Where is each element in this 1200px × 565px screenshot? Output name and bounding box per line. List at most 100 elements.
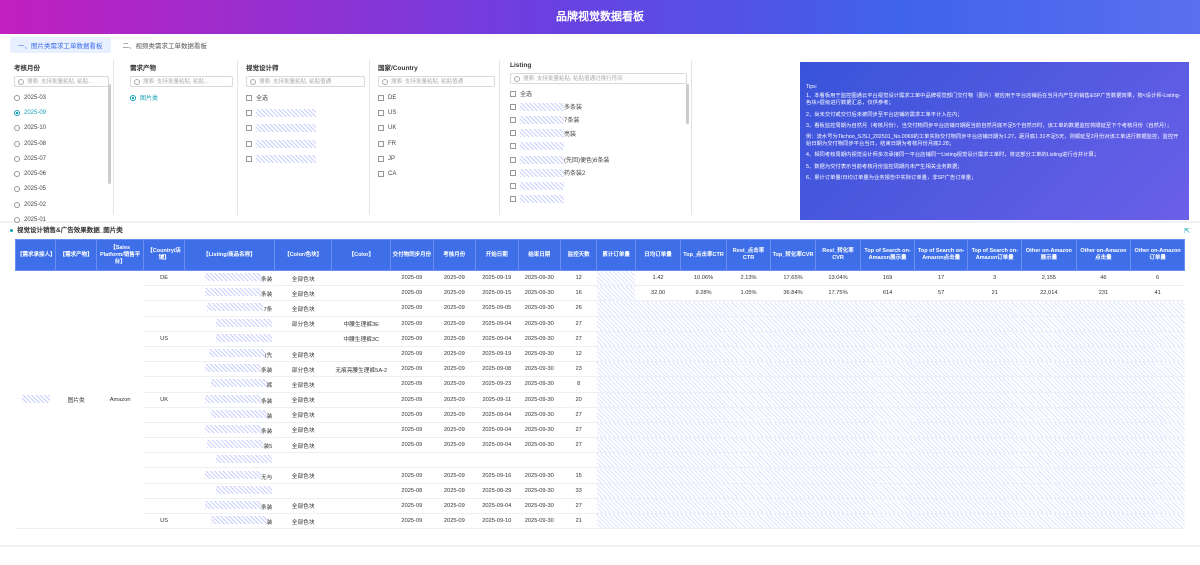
- table-row[interactable]: 条装 全部色块 2025-09 2025-09 2025-09-04 2025-09-30…: [16, 498, 1185, 515]
- checkbox-option[interactable]: UK: [378, 121, 495, 136]
- column-header[interactable]: Rest_转化率CVR: [814, 239, 862, 271]
- column-header[interactable]: 监控天数: [559, 239, 598, 271]
- checkbox-option[interactable]: JP: [378, 151, 495, 166]
- cell-start: 2025-09-04: [475, 422, 519, 439]
- tab-video-dashboard[interactable]: 二、视频类需求工单数据看板: [122, 43, 208, 50]
- checkbox-option[interactable]: 药条装2: [510, 166, 687, 179]
- cell-cumulative: [596, 392, 636, 408]
- checkbox-option[interactable]: 多条装: [510, 100, 687, 113]
- cell-color: [331, 452, 391, 469]
- checkbox-option[interactable]: [510, 179, 687, 192]
- column-header[interactable]: Top of Search on-Amazon订单量: [967, 239, 1023, 271]
- cell-month: 2025-09: [433, 483, 476, 499]
- table-row[interactable]: 裤全部色块 2025-09 2025-09 2025-09-23 2025-09-30 8: [16, 376, 1185, 393]
- scrollbar[interactable]: [686, 84, 689, 124]
- column-header[interactable]: 【Color/色块】: [273, 239, 333, 271]
- radio-option[interactable]: 2025-07: [14, 151, 109, 166]
- checkbox-option[interactable]: US: [378, 105, 495, 120]
- table-row[interactable]: 7条 全部色块 2025-09 2025-09 2025-09-05 2025-09-30…: [16, 300, 1185, 317]
- tab-image-dashboard[interactable]: 一、图片类需求工单数据看板: [10, 37, 111, 53]
- column-header[interactable]: 【需求产物】: [55, 239, 97, 271]
- cell-sync: 2025-09: [390, 300, 434, 317]
- table-row[interactable]: US 中腰生理裤3C 2025-09 2025-09 2025-09-04 2025-09…: [16, 331, 1185, 347]
- expand-icon[interactable]: ⇱: [1184, 228, 1190, 235]
- checkbox-option[interactable]: [510, 140, 687, 153]
- radio-option[interactable]: 2025-10: [14, 121, 109, 136]
- cell-end: 2025-09-30: [518, 285, 561, 302]
- scrollbar[interactable]: [108, 84, 111, 184]
- table-row[interactable]: 条装 全部色块 2025-09 2025-09 2025-09-04 2025-09-30…: [16, 422, 1185, 439]
- column-header[interactable]: 【Listing/商品名称】: [183, 239, 275, 271]
- checkbox-option[interactable]: 亮装: [510, 127, 687, 140]
- filter-title: 视觉设计师: [246, 65, 279, 72]
- radio-option[interactable]: 2025-05: [14, 182, 109, 197]
- column-header[interactable]: Top_点击率CTR: [680, 239, 727, 271]
- search-input[interactable]: 搜索: 支持批量粘贴, 粘贴...: [14, 76, 109, 87]
- option-label: DE: [388, 94, 397, 101]
- option-label: 药条装2: [564, 171, 586, 178]
- checkbox-option[interactable]: [246, 121, 365, 136]
- checkbox-option[interactable]: [246, 136, 365, 151]
- checkbox-option[interactable]: [246, 151, 365, 166]
- table-row[interactable]: (先 全部色块 2025-09 2025-09 2025-09-19 2025-09-30…: [16, 346, 1185, 363]
- table-row[interactable]: 装全部色块 2025-09 2025-09 2025-09-04 2025-09-30 2…: [16, 407, 1185, 423]
- column-header[interactable]: 开始日期: [475, 239, 519, 271]
- column-header[interactable]: 结束日期: [517, 239, 561, 271]
- table-row[interactable]: 无与 全部色块 2025-09 2025-09 2025-09-16 2025-09-30…: [16, 467, 1185, 484]
- search-input[interactable]: 搜索: 支持批量粘贴, 粘贴值通过换行符间: [510, 73, 687, 84]
- masked-text: [204, 500, 261, 509]
- table-row[interactable]: US 装全部色块 2025-09 2025-09 2025-09-10 2025-09-3…: [16, 513, 1185, 530]
- radio-option[interactable]: 2025-08: [14, 136, 109, 151]
- checkbox-option[interactable]: (先回)便色)6条装: [510, 153, 687, 166]
- radio-option[interactable]: 2025-09: [14, 105, 109, 120]
- checkbox-option[interactable]: CA: [378, 166, 495, 181]
- search-input[interactable]: 搜索: 支持批量粘贴, 粘贴值通: [378, 76, 495, 87]
- column-header[interactable]: Other on-Amazon订单量: [1130, 239, 1185, 271]
- column-header[interactable]: Rest_点击率CTR: [725, 239, 772, 271]
- checkbox-option[interactable]: 全选: [510, 87, 687, 100]
- radio-option[interactable]: 2025-01: [14, 212, 109, 227]
- masked-text: [520, 155, 564, 164]
- column-header[interactable]: 【Sales Platform/销售平台】: [95, 239, 145, 271]
- column-header[interactable]: 考核月份: [432, 239, 477, 271]
- table-row[interactable]: UK 条装 全部色块 2025-09 2025-09 2025-09-11 2025-09-…: [16, 392, 1185, 408]
- radio-option[interactable]: 图片类: [130, 90, 233, 105]
- column-header[interactable]: Other on-Amazon展示量: [1021, 239, 1077, 271]
- radio-icon: [14, 186, 20, 193]
- table-row[interactable]: 条装 部分色块 无痕亮腰生理裤5A-2 2025-09 2025-09 2025-09-0…: [16, 361, 1185, 378]
- radio-option[interactable]: 2025-03: [14, 90, 109, 105]
- table-row[interactable]: 部分色块 中腰生理裤3E 2025-09 2025-09 2025-09-04 2025-…: [16, 316, 1185, 332]
- cell-listing: 条装: [184, 422, 275, 439]
- column-header[interactable]: 日均订单量: [634, 239, 682, 271]
- checkbox-option[interactable]: 全选: [246, 90, 365, 105]
- column-header[interactable]: Other on-Amazon点击量: [1075, 239, 1132, 271]
- cell-color-block: [274, 483, 332, 499]
- cell-cumulative: [596, 376, 636, 393]
- column-header[interactable]: 【需求承接人】: [14, 239, 57, 271]
- table-row[interactable]: 图片类 Amazon DE 条装 全部色块 2025-09 2025-09 2025-09-1…: [15, 270, 1185, 530]
- checkbox-option[interactable]: DE: [378, 90, 495, 105]
- column-header[interactable]: Top of Search on-Amazon展示量: [860, 239, 915, 271]
- cell-masked-metrics: [635, 467, 1185, 484]
- radio-option[interactable]: 2025-02: [14, 197, 109, 212]
- checkbox-option[interactable]: FR: [378, 136, 495, 151]
- checkbox-option[interactable]: 7条装: [510, 113, 687, 126]
- column-header[interactable]: Top_转化率CVR: [770, 239, 816, 271]
- search-input[interactable]: 搜索: 支持批量粘贴, 粘贴值通: [246, 76, 365, 87]
- search-input[interactable]: 搜索: 支持批量粘贴, 粘贴...: [130, 76, 233, 87]
- masked-text: [256, 124, 316, 133]
- radio-option[interactable]: 2025-06: [14, 166, 109, 181]
- column-header[interactable]: 累计订单量: [596, 239, 636, 271]
- table-row[interactable]: [16, 452, 1185, 469]
- checkbox-option[interactable]: [246, 105, 365, 120]
- column-header[interactable]: 【Country/店铺】: [143, 239, 185, 271]
- column-header[interactable]: Top of Search on-Amazon点击量: [913, 239, 969, 271]
- table-row[interactable]: 条装 全部色块 2025-09 2025-09 2025-09-15 2025-09-30…: [16, 285, 1185, 302]
- table-row[interactable]: 2025-08 2025-09 2025-08-29 2025-09-30 33: [16, 483, 1185, 499]
- checkbox-option[interactable]: [510, 193, 687, 206]
- listing-text: 条装: [260, 398, 273, 405]
- column-header[interactable]: 交付物同步月份: [390, 239, 434, 271]
- dot-icon: [10, 228, 13, 232]
- column-header[interactable]: 【Color】: [331, 239, 392, 271]
- table-row[interactable]: 装5 全部色块 2025-09 2025-09 2025-09-04 2025-09-30…: [16, 437, 1185, 454]
